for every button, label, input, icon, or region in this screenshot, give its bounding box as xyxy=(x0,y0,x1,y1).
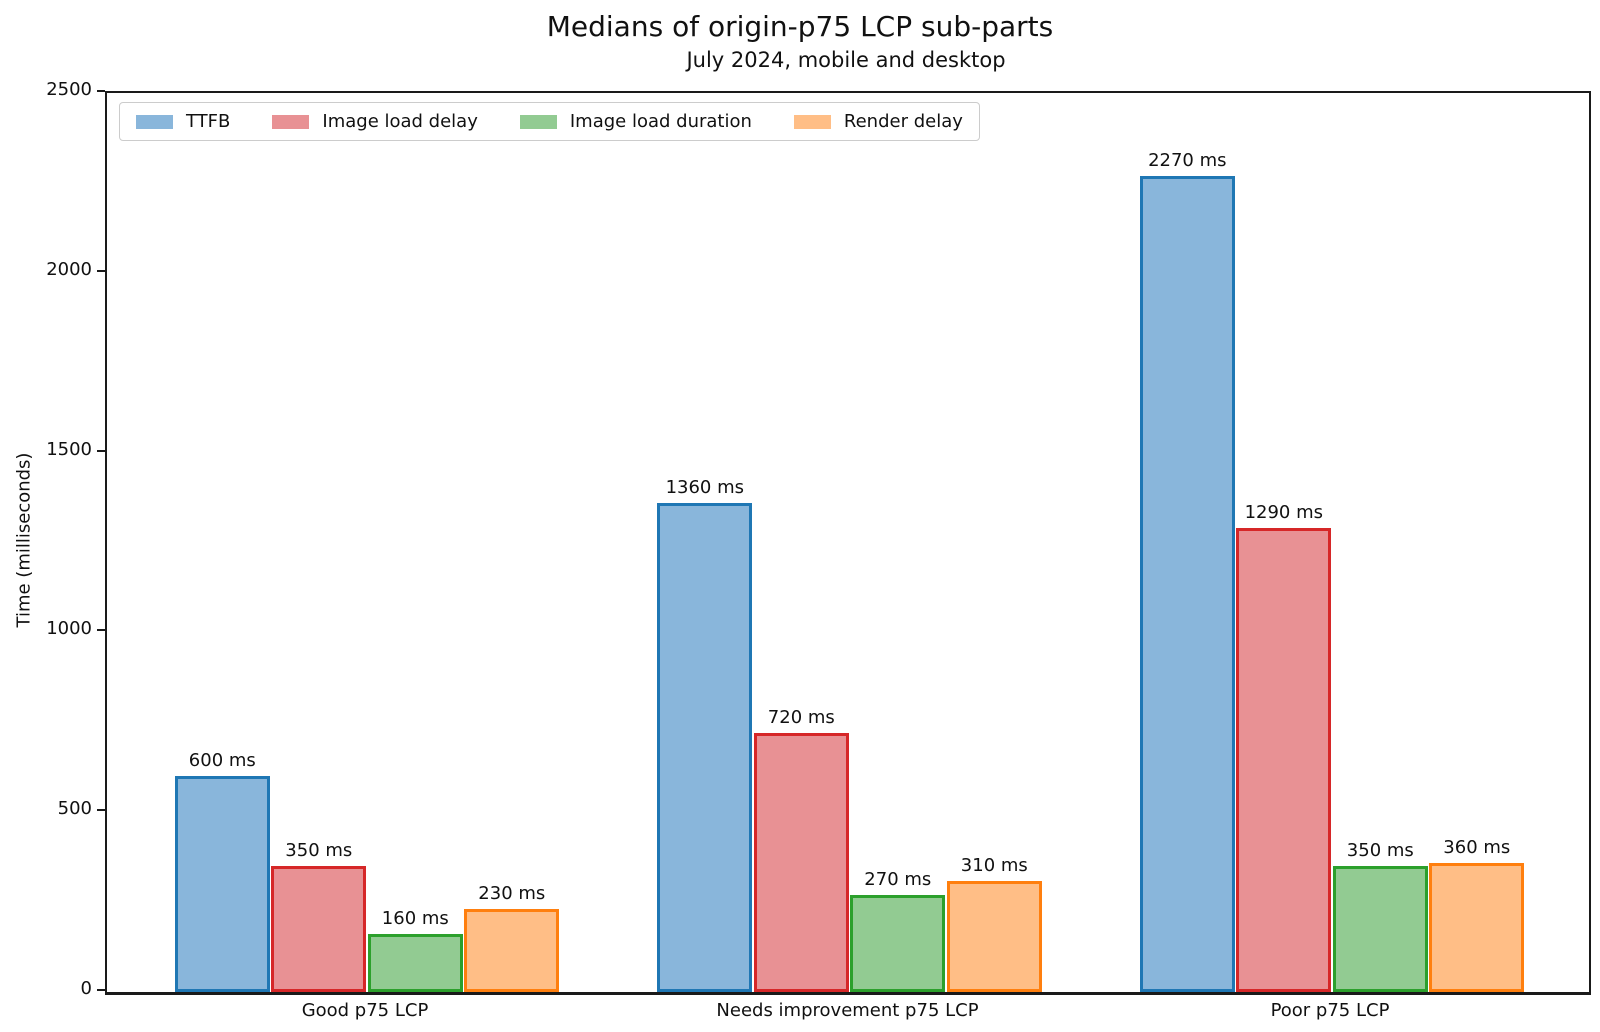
legend-item-image-load-duration: Image load duration xyxy=(519,111,752,132)
chart-title: Medians of origin-p75 LCP sub-parts xyxy=(546,10,1054,43)
legend-swatch-image-load-duration xyxy=(519,114,557,129)
bar-ttfb xyxy=(657,503,753,992)
y-tick-mark xyxy=(97,809,105,812)
bar-image-load-duration xyxy=(367,934,463,992)
bar-value-label: 350 ms xyxy=(1346,840,1414,861)
bar-render-delay xyxy=(946,881,1042,992)
bar-value-label: 1360 ms xyxy=(665,477,745,498)
legend-swatch-render-delay xyxy=(793,114,831,129)
bar-ttfb xyxy=(174,776,270,992)
y-tick-label: 1000 xyxy=(46,618,92,640)
x-tick-label: Poor p75 LCP xyxy=(1270,1000,1390,1021)
x-tick-label: Needs improvement p75 LCP xyxy=(716,1000,979,1021)
bar-image-load-delay xyxy=(1236,528,1332,992)
y-tick-label: 2000 xyxy=(46,258,92,280)
y-tick-label: 1500 xyxy=(46,438,92,460)
legend-label: Render delay xyxy=(843,111,963,132)
bar-value-label: 2270 ms xyxy=(1148,150,1227,171)
bar-value-label: 600 ms xyxy=(188,750,256,771)
legend-item-render-delay: Render delay xyxy=(793,111,963,132)
legend-swatch-image-load-delay xyxy=(272,114,310,129)
legend-swatch-ttfb xyxy=(136,114,173,129)
chart-subtitle: July 2024, mobile and desktop xyxy=(686,48,1006,72)
bar-value-label: 310 ms xyxy=(960,855,1028,876)
y-tick-label: 0 xyxy=(80,978,92,999)
y-axis-label: Time (milliseconds) xyxy=(13,452,35,628)
bar-render-delay xyxy=(1429,863,1525,992)
bar-value-label: 350 ms xyxy=(285,840,353,861)
y-tick-mark xyxy=(97,269,105,272)
legend: TTFB Image load delay Image load duration R… xyxy=(119,102,980,141)
bar-render-delay xyxy=(464,909,560,992)
legend-item-image-load-delay: Image load delay xyxy=(272,111,478,132)
plot-area: TTFB Image load delay Image load duration R… xyxy=(105,91,1591,995)
x-tick-label: Good p75 LCP xyxy=(301,1000,429,1021)
bar-value-label: 270 ms xyxy=(864,869,932,890)
legend-label: Image load duration xyxy=(569,111,752,132)
bar-value-label: 230 ms xyxy=(478,883,546,904)
bar-value-label: 160 ms xyxy=(381,908,449,929)
bar-image-load-delay xyxy=(753,733,849,992)
bar-value-label: 360 ms xyxy=(1443,837,1511,858)
y-tick-mark xyxy=(97,449,105,452)
legend-label: TTFB xyxy=(186,111,231,132)
y-tick-mark xyxy=(97,629,105,632)
y-tick-label: 2500 xyxy=(46,79,92,100)
bar-image-load-duration xyxy=(850,895,946,992)
bar-value-label: 720 ms xyxy=(767,707,835,728)
bar-image-load-delay xyxy=(271,866,367,992)
legend-item-ttfb: TTFB xyxy=(136,111,230,132)
bar-image-load-duration xyxy=(1332,866,1428,992)
bar-value-label: 1290 ms xyxy=(1244,502,1324,523)
bar-ttfb xyxy=(1139,176,1235,992)
y-tick-mark xyxy=(97,989,105,991)
y-tick-label: 500 xyxy=(57,798,92,820)
legend-label: Image load delay xyxy=(322,111,478,132)
y-tick-mark xyxy=(97,90,105,92)
